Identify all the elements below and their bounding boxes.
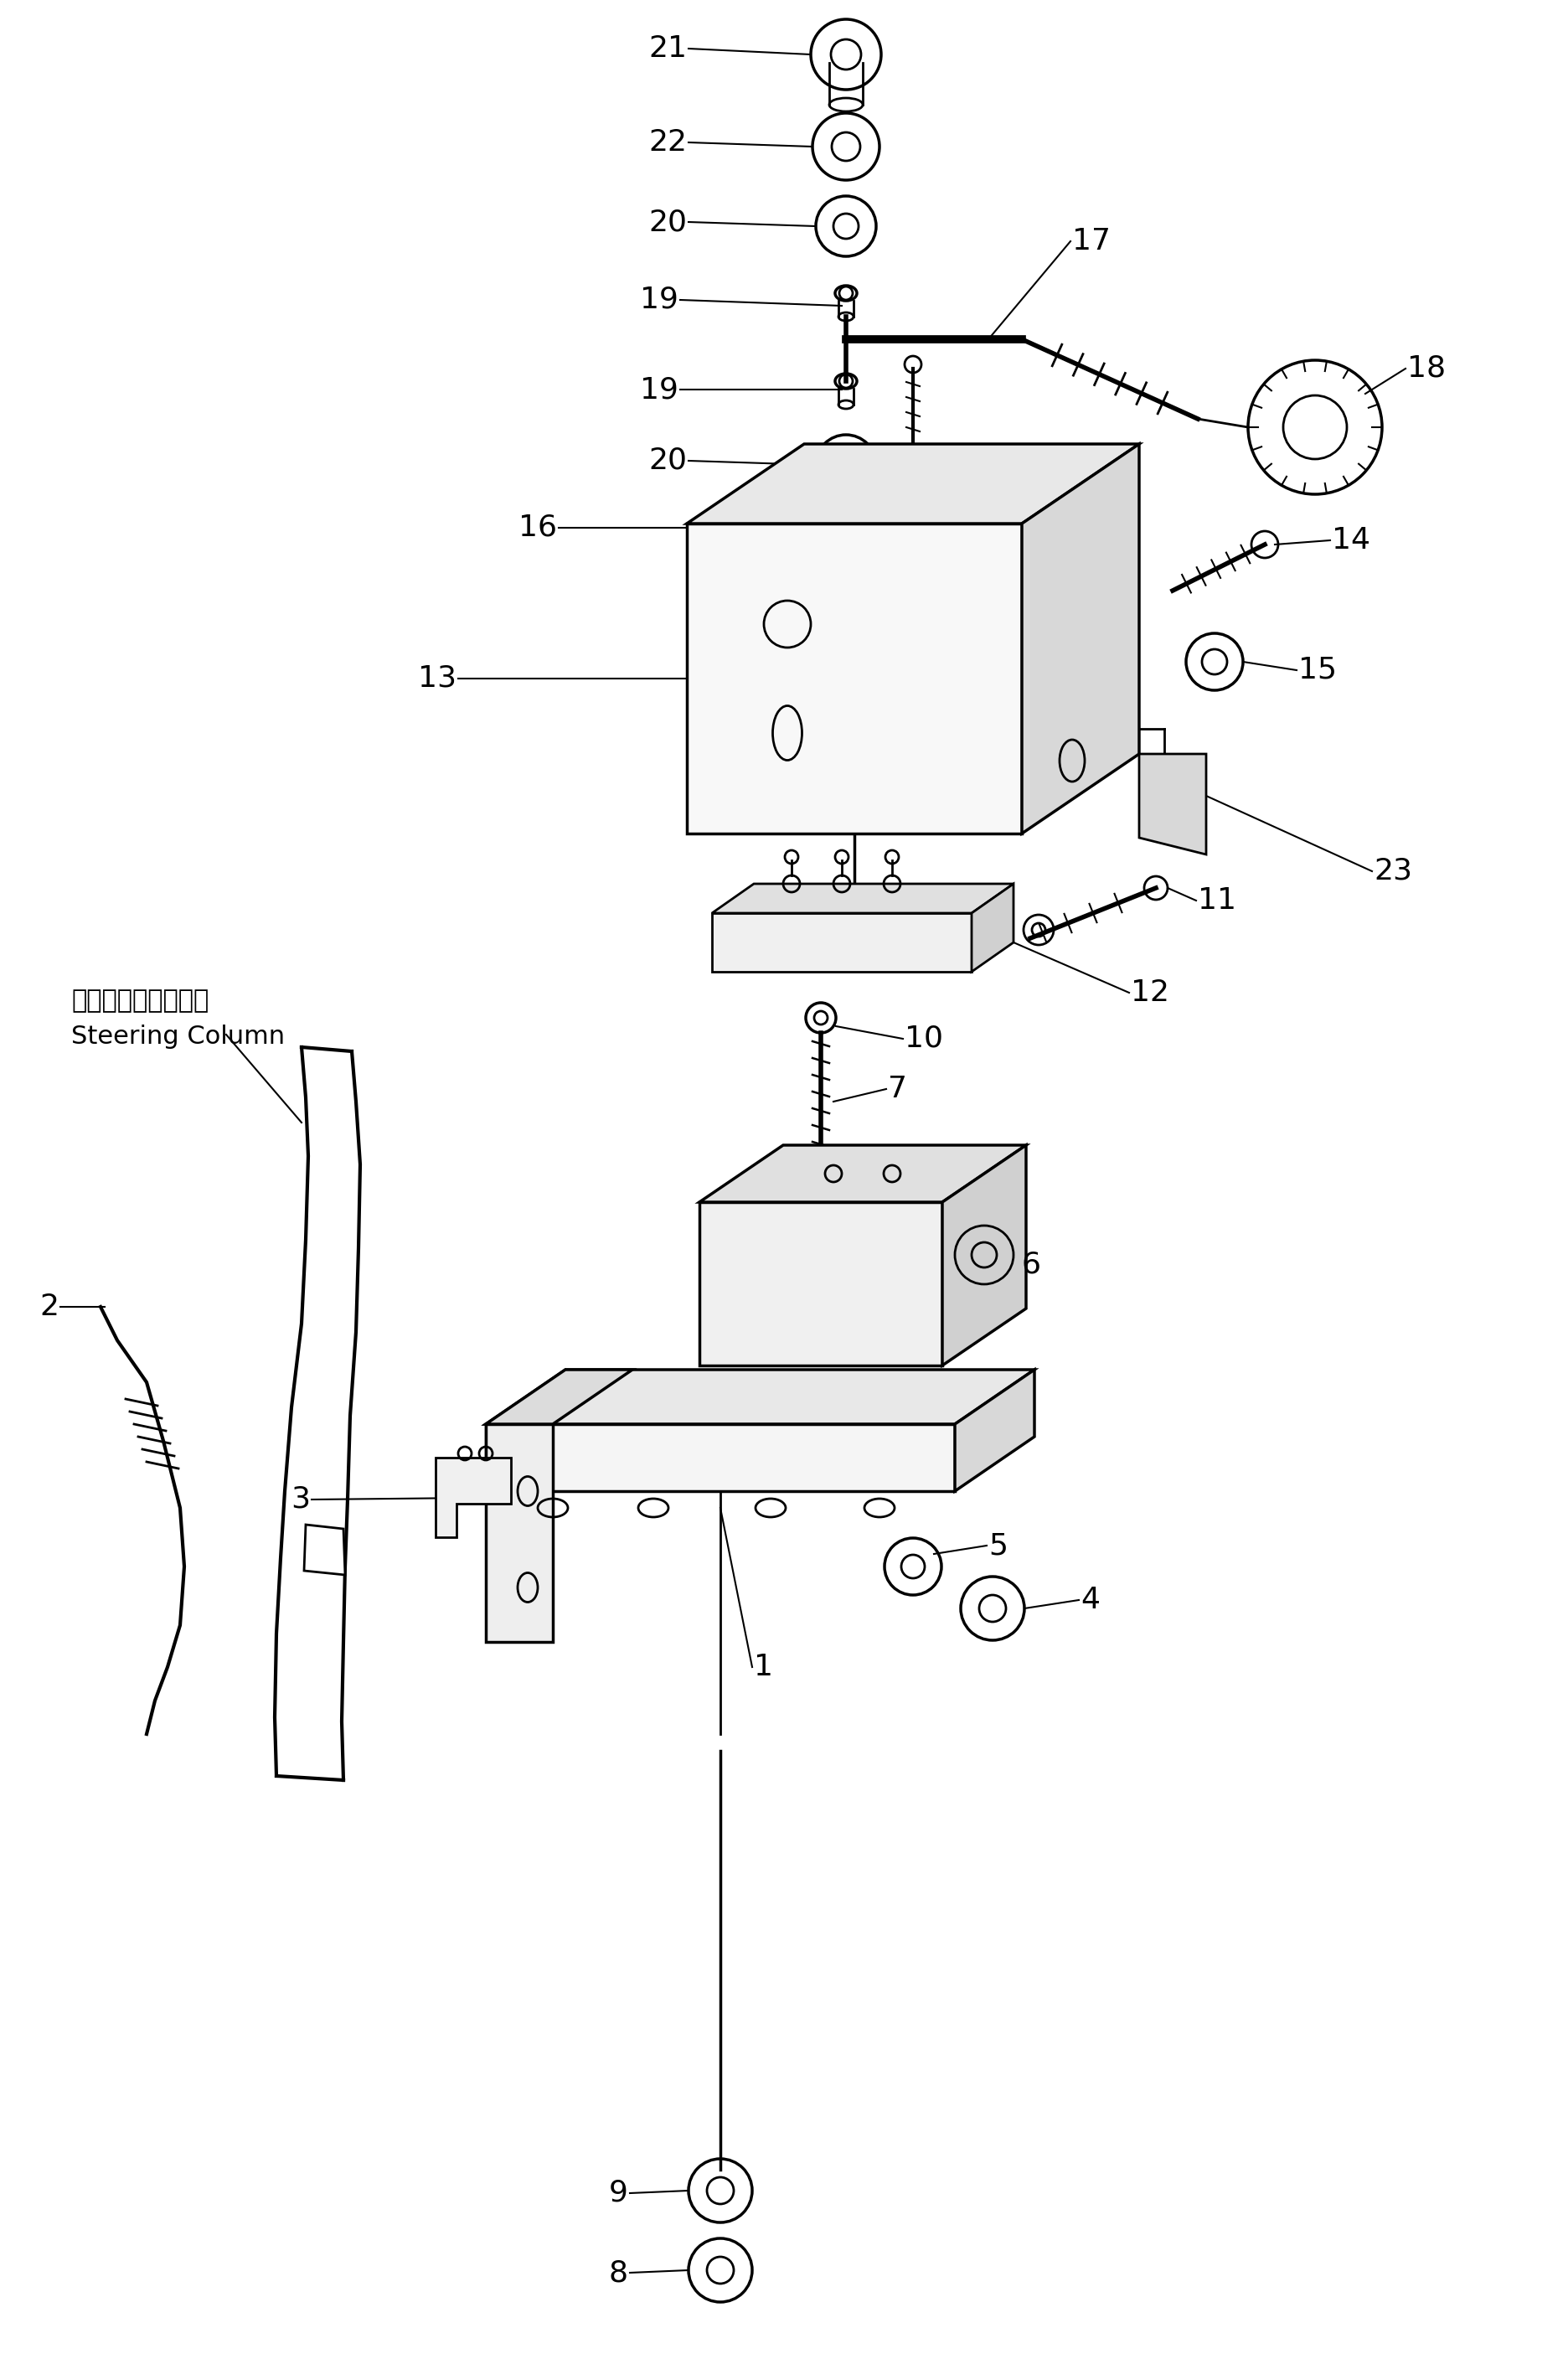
Polygon shape — [304, 1524, 345, 1576]
Text: 11: 11 — [1198, 887, 1236, 915]
Text: 14: 14 — [1331, 526, 1370, 554]
Text: 20: 20 — [648, 208, 687, 236]
Polygon shape — [712, 885, 1013, 913]
Polygon shape — [955, 1371, 1035, 1491]
Text: ステアリングコラム: ステアリングコラム — [71, 988, 209, 1014]
Text: 2: 2 — [39, 1293, 58, 1321]
Polygon shape — [436, 1458, 511, 1538]
Polygon shape — [486, 1371, 632, 1425]
Text: 4: 4 — [1080, 1585, 1099, 1614]
Polygon shape — [486, 1425, 554, 1642]
Text: 1: 1 — [754, 1654, 773, 1682]
Text: 22: 22 — [648, 127, 687, 156]
Text: 20: 20 — [648, 446, 687, 474]
Polygon shape — [699, 1144, 1025, 1203]
Text: 9: 9 — [608, 2180, 629, 2208]
Polygon shape — [972, 885, 1013, 972]
Polygon shape — [1138, 755, 1206, 854]
Text: 19: 19 — [640, 285, 679, 314]
Text: 7: 7 — [887, 1076, 908, 1104]
Polygon shape — [1022, 443, 1138, 833]
Polygon shape — [486, 1371, 1035, 1425]
Text: 6: 6 — [1022, 1250, 1041, 1279]
Polygon shape — [486, 1425, 955, 1491]
Text: 21: 21 — [648, 35, 687, 64]
Text: 13: 13 — [419, 665, 456, 694]
Text: 8: 8 — [608, 2258, 629, 2286]
Text: 3: 3 — [290, 1486, 310, 1514]
Polygon shape — [712, 913, 972, 972]
Text: 23: 23 — [1374, 856, 1413, 885]
Polygon shape — [687, 443, 1138, 524]
Text: 15: 15 — [1298, 656, 1338, 684]
Polygon shape — [942, 1144, 1025, 1366]
Polygon shape — [699, 1203, 942, 1366]
Text: 18: 18 — [1406, 354, 1446, 382]
Text: 17: 17 — [1073, 226, 1110, 255]
Text: 5: 5 — [988, 1531, 1008, 1559]
Text: 19: 19 — [640, 375, 679, 403]
Text: 10: 10 — [905, 1024, 942, 1052]
Text: 12: 12 — [1131, 979, 1170, 1007]
Text: Steering Column: Steering Column — [71, 1024, 285, 1050]
Polygon shape — [687, 524, 1022, 833]
Text: 16: 16 — [519, 514, 557, 543]
